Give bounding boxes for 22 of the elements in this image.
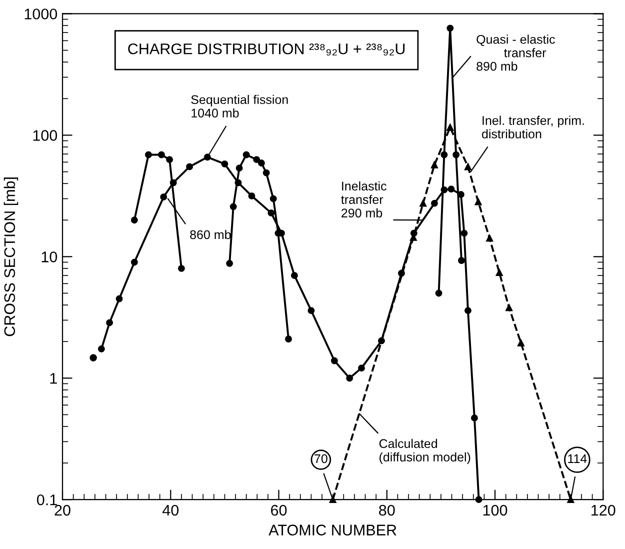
x-tick-label: 120 [592,504,616,516]
x-tick-label: 60 [271,504,287,516]
y-tick-label: 100 [33,130,58,141]
y-tick-label: 0.1 [37,494,57,506]
annotation: Inelastic transfer 290 mb [341,181,386,218]
annotation: Quasi - elastic transfer 890 mb [476,34,555,71]
annotation: 70 [314,454,328,464]
y-axis-title: CROSS SECTION [mb] [4,178,18,336]
x-tick-label: 80 [379,504,395,516]
annotation: 860 mb [190,230,231,240]
x-tick-label: 100 [483,504,508,516]
x-tick-label: 20 [54,504,70,516]
y-tick-label: 10 [42,252,58,262]
annotation: Sequential fission 1040 mb [191,94,288,118]
x-tick-label: 40 [162,504,179,516]
annotation: Inel. transfer, prim. distribution [482,116,584,138]
y-tick-label: 1 [50,373,57,384]
text: CHARGE DISTRIBUTION ²³⁸₉₂U + ²³⁸₉₂U [128,43,405,56]
x-axis-title: ATOMIC NUMBER [268,524,396,536]
annotation: 114 [568,454,587,463]
y-tick-label: 1000 [24,8,58,20]
annotation: Calculated (diffusion model) [379,438,470,464]
